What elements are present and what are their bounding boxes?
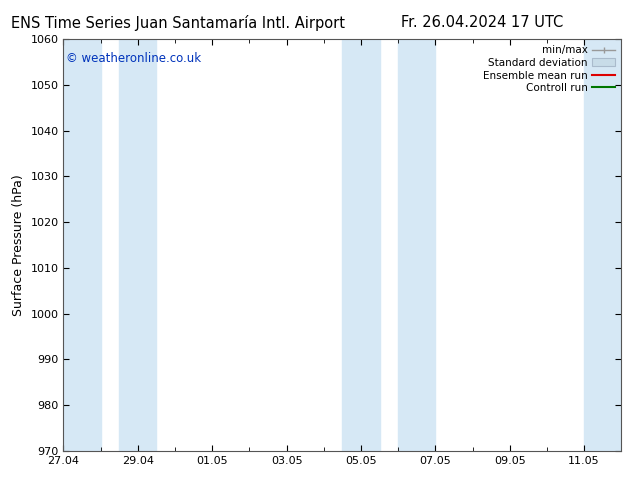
Bar [584,39,621,451]
Text: ENS Time Series Juan Santamaría Intl. Airport: ENS Time Series Juan Santamaría Intl. Ai… [11,15,344,31]
Legend: min/max, Standard deviation, Ensemble mean run, Controll run: min/max, Standard deviation, Ensemble me… [479,41,619,98]
Bar [398,39,436,451]
Bar [119,39,157,451]
Text: © weatheronline.co.uk: © weatheronline.co.uk [66,51,202,65]
Text: Fr. 26.04.2024 17 UTC: Fr. 26.04.2024 17 UTC [401,15,563,30]
Bar [342,39,380,451]
Bar [63,39,101,451]
Y-axis label: Surface Pressure (hPa): Surface Pressure (hPa) [12,174,25,316]
